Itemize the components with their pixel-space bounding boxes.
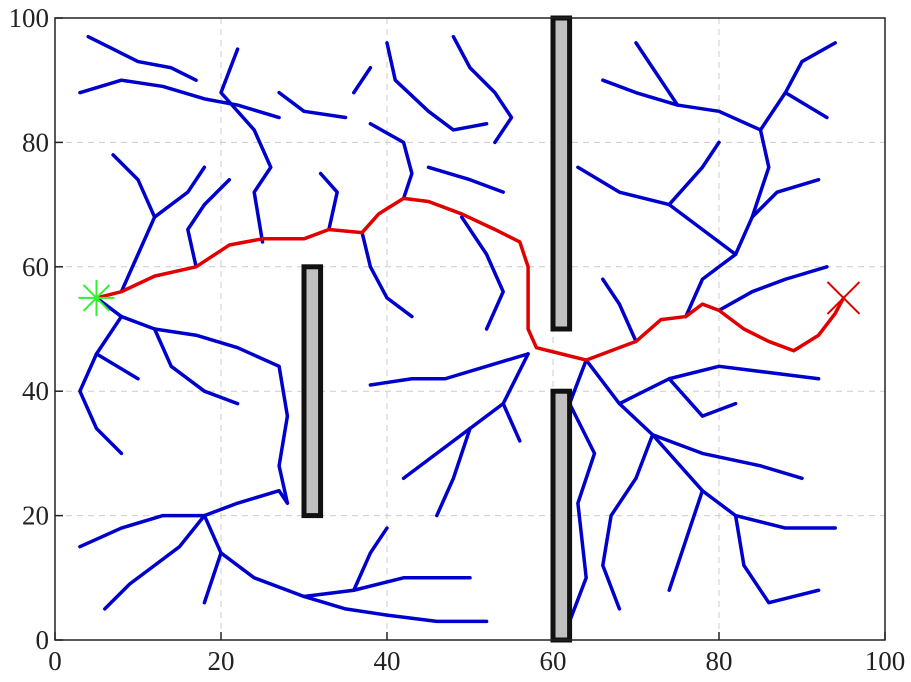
tree-branch [94,352,140,381]
tree-branch [202,551,223,605]
tree-branch [459,215,505,331]
tree-branch [186,177,232,269]
x-tick-label: 0 [48,646,62,676]
tree-branch [152,165,207,219]
tree-branch [352,66,373,95]
tree-branch [360,230,414,319]
goal-marker [826,281,861,315]
tree-branch [368,352,530,387]
tree-branch [86,34,198,82]
tree-branch [667,140,721,207]
tree-branch [302,594,489,624]
x-tick-label: 20 [208,646,235,676]
obstacle [550,388,573,643]
tree-branch [601,277,638,344]
tree-branch [103,513,207,611]
tree-branch [277,90,348,120]
tree-branch [617,364,821,406]
obstacle [301,264,324,519]
tree-branch [318,171,339,232]
y-tick-label: 60 [22,252,49,282]
y-tick-label: 40 [22,376,49,406]
tree-branch [584,358,804,481]
tree-branch [684,177,821,319]
start-stroke [82,284,111,312]
tree-branch [202,488,290,518]
tree-branch [152,327,240,406]
tree-branch [385,41,489,132]
goal-stroke [826,281,861,315]
tree-branch [750,41,837,219]
x-tick-label: 100 [865,646,906,676]
tree-branch [601,432,655,611]
tree-branch [352,526,389,592]
tree-branch [634,41,680,107]
tree-branch [733,513,821,605]
x-tick-label: 60 [540,646,567,676]
tree-branch [94,296,290,505]
y-tick-label: 100 [9,3,50,33]
tree-branch [667,488,705,592]
tree-branch [717,265,829,313]
tree-branch [451,34,514,145]
tree-branch [426,165,505,194]
x-tick-label: 80 [706,646,733,676]
tree-branch [78,314,124,456]
plot-frame [54,17,886,641]
tree-branch [435,426,472,518]
obstacle [550,15,573,332]
tree-branch [567,358,597,624]
tree-branch [667,377,738,418]
tree-branch [78,513,207,549]
tree-branch [78,78,281,120]
planned-path [94,196,846,362]
tree-branch [501,401,522,443]
y-tick-label: 80 [22,127,49,157]
tree-branch [783,90,829,120]
start-marker [78,279,115,316]
y-tick-label: 20 [22,501,49,531]
x-tick-label: 40 [374,646,401,676]
tree-branch [219,47,273,244]
tree-branch [368,121,414,201]
y-tick-label: 0 [36,625,50,655]
